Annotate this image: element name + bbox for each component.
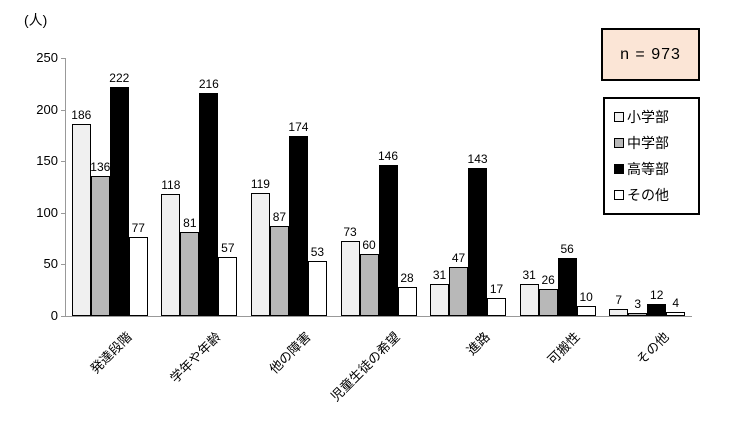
legend-swatch-icon	[614, 190, 624, 200]
y-tick-label: 100	[36, 204, 58, 220]
bar	[128, 237, 148, 316]
bar	[557, 258, 577, 316]
y-tick-label: 150	[36, 153, 58, 169]
bar	[218, 257, 238, 316]
bar-value-label: 60	[362, 238, 376, 252]
bar	[538, 289, 558, 316]
bar	[430, 284, 450, 316]
x-category-label: 他の障害	[266, 329, 314, 377]
bar	[576, 306, 596, 316]
bar	[250, 193, 270, 316]
bar-value-label: 10	[579, 290, 593, 304]
bar	[519, 284, 539, 316]
x-category-label: 進路	[463, 329, 493, 359]
bar	[359, 254, 379, 316]
legend-swatch-icon	[614, 112, 624, 122]
bar	[90, 176, 110, 316]
legend-item: 小学部	[614, 109, 694, 125]
bar-value-label: 77	[131, 221, 145, 235]
y-axis	[65, 58, 66, 316]
bar	[307, 261, 327, 316]
bar-value-label: 118	[161, 178, 181, 192]
y-tick-label: 200	[36, 101, 58, 117]
bar	[468, 168, 488, 316]
bar	[628, 313, 648, 316]
bar-value-label: 222	[109, 71, 130, 85]
bar-value-label: 73	[343, 225, 357, 239]
y-tick-mark	[61, 264, 65, 266]
bar-value-label: 47	[451, 251, 466, 265]
legend-label: その他	[627, 187, 669, 203]
bar-value-label: 7	[615, 293, 623, 307]
y-tick-label: 50	[43, 256, 58, 272]
legend-swatch-icon	[614, 138, 624, 148]
bar-value-label: 26	[541, 273, 555, 287]
bar	[647, 304, 667, 316]
bar-value-label: 53	[310, 245, 325, 259]
legend-label: 小学部	[627, 109, 669, 125]
bar	[397, 287, 417, 316]
y-tick-mark	[61, 58, 65, 59]
legend: 小学部中学部高等部その他	[603, 97, 700, 215]
bar	[609, 309, 629, 316]
bar-value-label: 143	[467, 152, 488, 166]
legend-item: その他	[614, 187, 694, 203]
bar	[71, 124, 91, 316]
x-category-label: その他	[633, 329, 672, 368]
bar	[340, 241, 360, 316]
bar-value-label: 31	[522, 268, 536, 282]
y-axis-unit-label: (人)	[24, 12, 48, 28]
bar-value-label: 57	[221, 241, 235, 255]
bar-value-label: 136	[90, 160, 111, 174]
bar	[378, 165, 398, 316]
y-tick-label: 250	[36, 50, 58, 65]
x-axis	[65, 316, 692, 317]
x-category-label: 発達段階	[87, 329, 135, 377]
bar-value-label: 12	[650, 288, 664, 302]
bar	[199, 93, 219, 316]
legend-label: 高等部	[627, 161, 669, 177]
y-tick-mark	[61, 316, 65, 317]
bar	[161, 194, 181, 316]
x-category-label: 児童生徒の希望	[328, 329, 404, 405]
bar	[288, 136, 308, 316]
bar-value-label: 81	[183, 216, 197, 230]
bar-value-label: 186	[71, 108, 92, 122]
bar-value-label: 216	[198, 77, 219, 91]
sample-size-badge: n = 973	[601, 28, 700, 81]
y-tick-label: 0	[50, 308, 58, 323]
bar	[666, 312, 686, 316]
bar	[180, 232, 200, 316]
legend-label: 中学部	[627, 135, 669, 151]
legend-item: 高等部	[614, 161, 694, 177]
y-tick-mark	[61, 212, 65, 214]
bar-value-label: 174	[288, 120, 309, 134]
bar-value-label: 4	[672, 296, 680, 310]
bar	[487, 298, 507, 316]
bar-value-label: 3	[634, 297, 642, 311]
y-tick-mark	[61, 161, 65, 163]
y-tick-mark	[61, 109, 65, 111]
bar	[109, 87, 129, 316]
x-category-label: 学年や年齢	[167, 329, 225, 386]
bar	[269, 226, 289, 316]
bar	[449, 267, 469, 316]
bar-value-label: 146	[377, 149, 399, 163]
bar-value-label: 119	[250, 177, 270, 191]
bar-value-label: 17	[489, 282, 504, 296]
legend-item: 中学部	[614, 135, 694, 151]
bar-value-label: 87	[272, 210, 287, 224]
legend-swatch-icon	[614, 164, 624, 174]
x-category-label: 可搬性	[544, 329, 583, 368]
bar-value-label: 31	[432, 268, 447, 282]
bar-value-label: 56	[560, 242, 574, 256]
bar-value-label: 28	[400, 271, 414, 285]
